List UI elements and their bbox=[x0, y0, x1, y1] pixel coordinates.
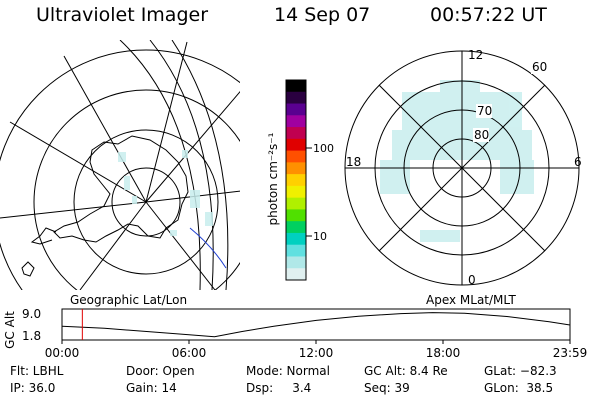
alt-xtick-1200: 12:00 bbox=[299, 346, 334, 360]
mlt-label-18: 18 bbox=[346, 155, 361, 169]
orbit-altitude-line bbox=[61, 312, 571, 338]
geographic-longitude: GLon: 38.5 bbox=[484, 381, 554, 395]
gain-value: Gain: 14 bbox=[126, 381, 177, 395]
alt-xtick-0600: 06:00 bbox=[172, 346, 207, 360]
alt-ytick-1: 1.8 bbox=[22, 329, 41, 343]
geographic-latitude: GLat: −82.3 bbox=[484, 364, 557, 378]
colorbar-stripe bbox=[286, 209, 306, 222]
mlat-label-80: 80 bbox=[474, 128, 489, 142]
observation-date: 14 Sep 07 bbox=[274, 4, 371, 26]
colorbar-tick-10: 10 bbox=[313, 230, 327, 243]
alt-xtick-2359: 23:59 bbox=[553, 346, 588, 360]
gc-altitude: GC Alt: 8.4 Re bbox=[364, 364, 448, 378]
colorbar-stripe bbox=[286, 162, 306, 175]
alt-y-label: GC Alt bbox=[3, 311, 17, 349]
mode-status: Mode: Normal bbox=[246, 364, 330, 378]
colorbar-stripe bbox=[286, 221, 306, 234]
mlt-label-6: 6 bbox=[574, 155, 582, 169]
colorbar-tick-100: 100 bbox=[313, 142, 334, 155]
app-title: Ultraviolet Imager bbox=[36, 4, 209, 26]
sequence-number: Seq: 39 bbox=[364, 381, 410, 395]
ip-value: IP: 36.0 bbox=[10, 381, 56, 395]
colorbar-stripe bbox=[286, 268, 306, 281]
alt-xtick-1800: 18:00 bbox=[426, 346, 461, 360]
colorbar-stripe bbox=[286, 127, 306, 140]
colorbar-stripe bbox=[286, 197, 306, 210]
alt-ytick-9: 9.0 bbox=[22, 307, 41, 321]
colorbar-stripe bbox=[286, 232, 306, 246]
observation-time: 00:57:22 UT bbox=[430, 4, 547, 26]
mlat-label-60: 60 bbox=[532, 60, 547, 74]
alt-xtick-0000: 00:00 bbox=[45, 346, 80, 360]
colorbar-stripe bbox=[286, 244, 306, 257]
mlat-label-70: 70 bbox=[477, 104, 492, 118]
colorbar-stripe bbox=[286, 80, 306, 93]
colorbar-stripe bbox=[286, 138, 306, 152]
colorbar-stripe bbox=[286, 256, 306, 269]
color-scale-bar bbox=[286, 80, 306, 281]
geographic-panel-label: Geographic Lat/Lon bbox=[70, 293, 188, 307]
colorbar-stripe bbox=[286, 103, 306, 116]
mlt-label-12: 12 bbox=[468, 48, 483, 62]
display-value: Dsp: 3.4 bbox=[246, 381, 312, 395]
colorbar-stripe bbox=[286, 174, 306, 187]
colorbar-stripe bbox=[286, 91, 306, 105]
colorbar-stripe bbox=[286, 185, 306, 199]
door-status: Door: Open bbox=[126, 364, 195, 378]
filter-status: Flt: LBHL bbox=[10, 364, 64, 378]
magnetic-polar-plot: 12 18 6 0 60 70 80 bbox=[344, 48, 582, 287]
colorbar-stripe bbox=[286, 115, 306, 128]
altitude-plot: 9.0 1.8 GC Alt 00:00 06:00 12:00 18:00 2… bbox=[3, 307, 587, 360]
geographic-map bbox=[0, 40, 240, 290]
colorbar-stripe bbox=[286, 150, 306, 163]
magnetic-panel-label: Apex MLat/MLT bbox=[426, 293, 516, 307]
mlt-label-0: 0 bbox=[468, 273, 476, 287]
colorbar-unit-label: photon cm⁻²s⁻¹ bbox=[266, 132, 280, 226]
